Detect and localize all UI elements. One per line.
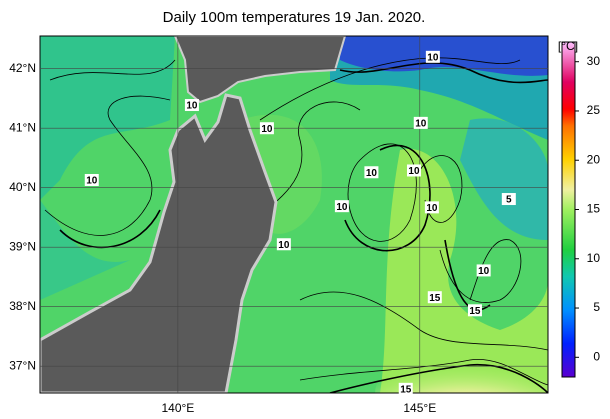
contour-label: 10 xyxy=(86,176,98,187)
warm-water xyxy=(375,348,548,393)
contour-label: 10 xyxy=(261,124,273,135)
colorbar-tick-label: 10 xyxy=(587,251,601,265)
contour-label: 15 xyxy=(469,306,481,317)
land xyxy=(40,93,278,393)
cold-water xyxy=(40,36,175,200)
y-tick-label: 39°N xyxy=(9,239,36,253)
cold-water xyxy=(40,200,130,300)
contour-label: 10 xyxy=(336,202,348,213)
contour-label: 10 xyxy=(278,240,290,251)
contour-label: 15 xyxy=(429,293,441,304)
contour-label-box xyxy=(467,304,482,317)
colorbar xyxy=(561,41,576,378)
contour-label-box xyxy=(334,200,349,213)
colorbar-tick-label: 25 xyxy=(587,103,601,117)
contour-label-box xyxy=(259,122,274,135)
x-tick-label: 140°E xyxy=(161,401,194,415)
chart-title: Daily 100m temperatures 19 Jan. 2020. xyxy=(163,9,426,26)
contour-label: 10 xyxy=(478,266,490,277)
contour-label: 10 xyxy=(426,203,438,214)
map-frame xyxy=(39,35,549,394)
x-tick-label: 145°E xyxy=(403,401,436,415)
contour-label: 10 xyxy=(186,101,198,112)
colorbar-tick-label: 5 xyxy=(593,300,600,314)
contour-label: 10 xyxy=(415,119,427,130)
contour-label-box xyxy=(501,193,516,206)
warm-water xyxy=(380,148,548,393)
map xyxy=(40,36,548,393)
colorbar-tick-label: 15 xyxy=(587,202,601,216)
y-tick-label: 37°N xyxy=(9,358,36,372)
contour-label-box xyxy=(406,164,421,177)
contour-label-box xyxy=(424,201,439,214)
contour-label-box xyxy=(427,291,442,304)
colorbar-label: [°C] xyxy=(558,39,578,53)
cold-water xyxy=(340,36,548,76)
contour-label-box xyxy=(276,238,291,251)
y-tick-label: 41°N xyxy=(9,120,36,134)
contour-label-box xyxy=(413,116,428,129)
contour-label: 10 xyxy=(366,168,378,179)
y-tick-label: 42°N xyxy=(9,61,36,75)
contour-label-box xyxy=(184,99,199,112)
cold-water xyxy=(460,118,548,240)
contour-label-box xyxy=(398,382,413,395)
colorbar-tick-label: 0 xyxy=(593,349,600,363)
contour-label-box xyxy=(425,50,440,63)
y-tick-label: 38°N xyxy=(9,299,36,313)
colorbar-tick-label: 20 xyxy=(587,152,601,166)
contour-label-box xyxy=(476,264,491,277)
contour-label: 15 xyxy=(400,384,412,395)
contour-label-box xyxy=(364,166,379,179)
colorbar-tick-label: 30 xyxy=(587,54,601,68)
contour-label: 10 xyxy=(408,166,420,177)
y-tick-label: 40°N xyxy=(9,180,36,194)
contour-label: 5 xyxy=(506,195,512,206)
contour-label-box xyxy=(84,173,99,186)
contour-label: 10 xyxy=(427,52,439,63)
